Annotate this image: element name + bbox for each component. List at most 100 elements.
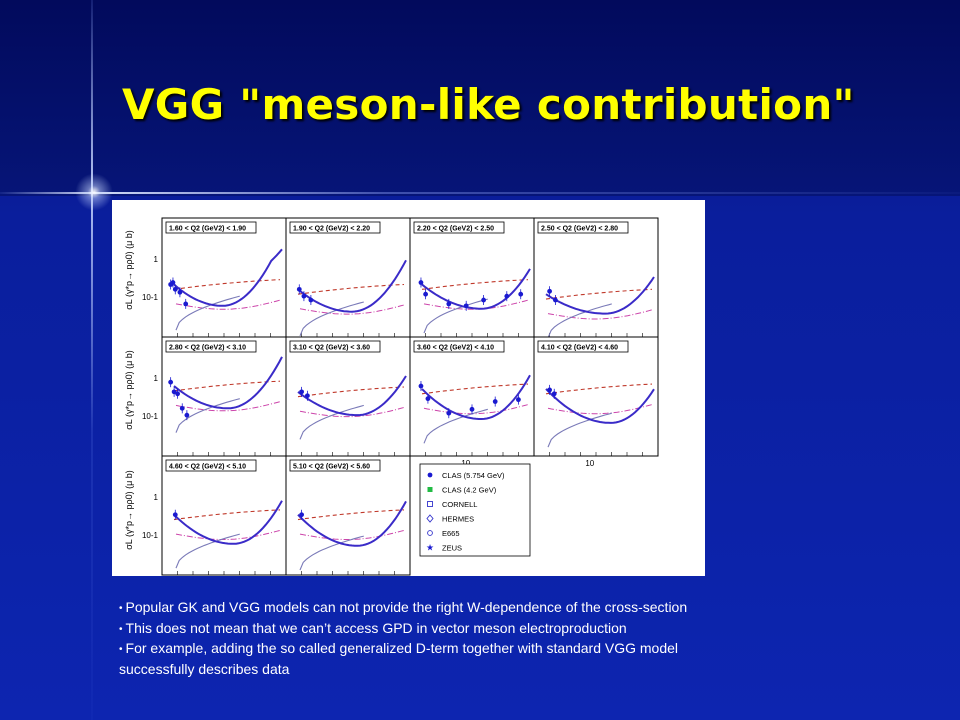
model-curve-main [297, 375, 407, 417]
title-band [0, 0, 960, 196]
panel-label-box [289, 221, 381, 234]
panel-label: 2.80 < Q2 (GeV2) < 3.10 [169, 345, 246, 352]
data-point [172, 286, 178, 292]
panel-label: 4.60 < Q2 (GeV2) < 5.10 [169, 464, 246, 471]
data-point [481, 297, 486, 303]
model-curve-dashdot [175, 529, 281, 540]
legend-marker [427, 530, 433, 536]
legend-label: CLAS (5.754 GeV) [442, 471, 505, 480]
bullet-item: For example, adding the so called genera… [119, 639, 719, 678]
panel-frame [409, 217, 535, 338]
panel-frame [285, 455, 411, 576]
model-curve-dashdot [547, 309, 653, 320]
panel-label: 4.10 < Q2 (GeV2) < 4.60 [541, 345, 618, 352]
data-point [418, 280, 424, 285]
model-curve-dashed [545, 288, 653, 300]
panel-label-box [289, 340, 381, 353]
data-point [296, 286, 302, 292]
data-point [299, 389, 304, 395]
model-curve-dashdot [299, 304, 405, 315]
data-point [463, 303, 469, 309]
data-point [183, 301, 189, 307]
data-point [492, 399, 498, 404]
model-curve-dashed [297, 283, 405, 295]
model-curve-main [297, 259, 407, 313]
model-curve-gray [299, 301, 364, 337]
model-curve-dashed [545, 383, 653, 395]
panel-label: 1.90 < Q2 (GeV2) < 2.20 [293, 226, 370, 233]
decorative-vertical-line [91, 0, 93, 720]
legend-label: CORNELL [442, 500, 477, 509]
data-point [299, 512, 304, 518]
model-curve-gray [299, 404, 364, 440]
model-curve-gray [547, 303, 612, 339]
panel-label: 3.10 < Q2 (GeV2) < 3.60 [293, 345, 370, 352]
model-curve-gray [299, 535, 364, 571]
panel-frame [161, 336, 287, 457]
legend-label: ZEUS [442, 544, 462, 553]
y-tick-label: 1 [154, 493, 159, 502]
model-curve-dashed [421, 383, 529, 395]
legend-label: CLAS (4.2 GeV) [442, 486, 497, 495]
model-curve-dashed [173, 509, 281, 521]
model-curve-dashdot [175, 299, 281, 310]
legend-label: E665 [442, 529, 460, 538]
data-point [301, 293, 307, 299]
legend-box [419, 463, 531, 557]
data-point [547, 288, 552, 294]
panel-label: 5.10 < Q2 (GeV2) < 5.60 [293, 464, 370, 471]
model-curve-main [545, 276, 655, 315]
panel-label-box [165, 459, 257, 472]
y-tick-label: 1 [154, 255, 159, 264]
panel-label-box [537, 340, 629, 353]
data-point [551, 391, 557, 397]
panel-label: 2.50 < Q2 (GeV2) < 2.80 [541, 226, 618, 233]
panel-label-box [537, 221, 629, 234]
data-point [446, 301, 452, 307]
data-point [305, 393, 310, 399]
panel-label-box [165, 221, 257, 234]
plot-grid-svg: σL (γ*p→ pρ0) (μ b) σL (γ*p→ pρ0) (μ b) σL… [124, 217, 659, 576]
panel-label: 3.60 < Q2 (GeV2) < 4.10 [417, 345, 494, 352]
model-curve-main [421, 374, 531, 420]
panel-label-box [289, 459, 381, 472]
model-curve-dashed [297, 509, 405, 521]
panel-label-box [413, 340, 505, 353]
plot-figure: σL (γ*p→ pρ0) (μ b) σL (γ*p→ pρ0) (μ b) σL… [112, 200, 705, 576]
y-tick-label: 10-1 [142, 531, 159, 540]
decorative-star-flare [72, 170, 116, 214]
data-point [170, 280, 176, 285]
panel-frame [161, 217, 287, 338]
model-curve-dashed [173, 380, 281, 392]
legend-marker [427, 487, 433, 492]
model-curve-gray [547, 412, 612, 448]
panel-label: 1.60 < Q2 (GeV2) < 1.90 [169, 226, 246, 233]
data-point [308, 297, 314, 303]
data-point [553, 297, 558, 303]
data-point [175, 391, 180, 397]
data-point [504, 293, 510, 299]
legend-marker [426, 514, 434, 523]
decorative-horizontal-line [0, 192, 960, 194]
model-curve-dashdot [175, 401, 281, 412]
legend-marker [427, 472, 433, 478]
panel-frame [285, 217, 411, 338]
model-curve-dashdot [423, 404, 529, 415]
data-point [418, 383, 424, 389]
y-tick-label: 10-1 [142, 412, 159, 421]
slide-title: VGG "meson-like contribution" [122, 80, 855, 129]
model-curve-gray [175, 295, 240, 331]
y-axis-title-2: σL (γ*p→ pρ0) (μ b) [124, 470, 134, 550]
model-curve-main [173, 500, 283, 545]
data-point [179, 405, 185, 411]
data-point [177, 289, 183, 295]
panel-label: 2.20 < Q2 (GeV2) < 2.50 [417, 226, 494, 233]
data-point [547, 387, 552, 393]
legend-label: HERMES [442, 515, 474, 524]
model-curve-dashed [421, 279, 529, 290]
y-axis-title-0: σL (γ*p→ pρ0) (μ b) [124, 230, 134, 310]
y-tick-label: 10-1 [142, 293, 159, 302]
panel-frame [533, 217, 659, 338]
data-point [516, 397, 521, 403]
model-curve-main [545, 388, 655, 424]
